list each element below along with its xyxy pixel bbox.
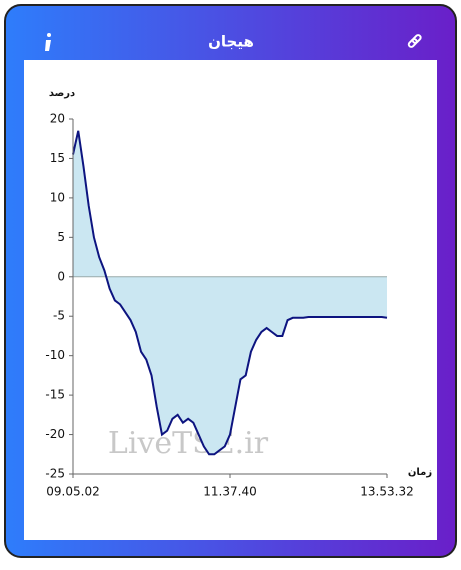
- y-axis-label: درصد: [49, 88, 75, 99]
- y-tick-label: 10: [50, 190, 65, 204]
- y-tick-label: 5: [57, 230, 65, 244]
- x-axis-label: زمان: [408, 467, 432, 478]
- y-tick-label: 15: [50, 151, 65, 165]
- line: [72, 130, 388, 456]
- x-tick-label: 11.37.40: [203, 485, 256, 499]
- link-icon[interactable]: [407, 34, 422, 48]
- y-tick-label: -5: [53, 309, 65, 323]
- y-tick-label: 20: [50, 112, 65, 126]
- y-tick-label: -20: [45, 427, 65, 441]
- info-icon[interactable]: [45, 33, 51, 51]
- x-tick-label: 13.53.32: [360, 485, 413, 499]
- y-tick-label: -25: [45, 467, 65, 481]
- chart-title: هیجان: [208, 33, 254, 51]
- y-tick-label: -15: [45, 388, 65, 402]
- x-tick-label: 09.05.02: [46, 485, 99, 499]
- watermark: LiveTSE.ir: [108, 426, 269, 461]
- y-tick-label: 0: [57, 269, 65, 283]
- y-tick-label: -10: [45, 348, 65, 362]
